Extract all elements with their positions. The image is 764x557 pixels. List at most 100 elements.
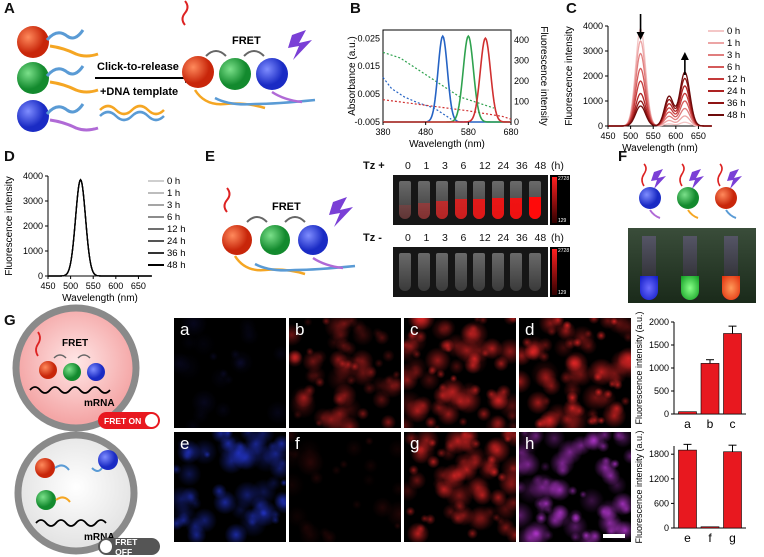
x-tick: 600 (108, 281, 123, 291)
time-label-6: 6 (460, 232, 467, 244)
b-x-tick: 380 (375, 127, 390, 137)
time-label-3: 3 (442, 160, 448, 172)
micrograph-h: h (519, 432, 631, 542)
time-label-36: 36 (516, 232, 528, 244)
tube-0h (399, 181, 411, 219)
emission-series-2 (383, 36, 512, 123)
time-label-0: 0 (405, 160, 411, 172)
y-tick: 0 (38, 271, 43, 281)
spectrum-series-3 (48, 178, 152, 277)
legend-entry-1: 1 h (727, 38, 740, 49)
y-label: Fluorescence intensity (4, 176, 15, 276)
scale-max-plus: 2728 (558, 176, 570, 182)
micrograph-a: a (174, 318, 286, 428)
b-yr-tick: 400 (514, 35, 529, 45)
panel-e-scheme: FRET (222, 187, 356, 276)
bar-e (678, 449, 697, 529)
fret-off-text: FRET OFF (115, 536, 138, 557)
spectrum-series-2 (48, 178, 152, 277)
x-tick: 600 (668, 131, 683, 141)
bar-chart-efg: e f g 1800 1200 600 0 Fluorescence intensity (a… (634, 430, 746, 545)
bar-label-b: b (707, 417, 714, 431)
bar-label-c: c (730, 417, 736, 431)
legend-entry-7: 48 h (167, 260, 186, 271)
time-label-48: 48 (534, 160, 547, 172)
b-yl-tick: -0.005 (354, 117, 380, 127)
y-tick: 2000 (23, 221, 43, 231)
x-tick: 500 (623, 131, 638, 141)
legend-entry-7: 48 h (727, 110, 746, 121)
spectrum-series-3 (608, 67, 712, 127)
bar-y-tick: 0 (664, 409, 669, 419)
spectrum-series-1 (608, 40, 712, 127)
legend-entry-6: 36 h (167, 248, 186, 259)
micrograph-e: e (174, 432, 286, 542)
spectrum-series-2 (608, 52, 712, 127)
legend-entry-0: 0 h (167, 176, 180, 187)
toggle-knob-off (100, 540, 113, 553)
excitation-bolt-icon (288, 30, 312, 60)
b-x-tick: 680 (503, 127, 518, 137)
y-tick: 3000 (23, 196, 43, 206)
micrograph-label-a: a (180, 320, 190, 339)
tz-plus-label: Tz + (363, 160, 385, 172)
absorbance-series-0 (382, 77, 452, 120)
scale-min-minus: 129 (558, 290, 567, 296)
time-row-plus: 0 1 3 6 12 24 36 48 (h) (400, 160, 600, 174)
panel-b-chart: 380 480 580 680 0.025 0.015 0.005 -0.005 400 300 2… (347, 26, 549, 150)
tube-6h (454, 253, 467, 291)
y-tick: 2000 (583, 71, 603, 81)
legend-entry-2: 3 h (167, 200, 180, 211)
tube-24h (491, 253, 504, 291)
legend-entry-4: 12 h (727, 74, 746, 85)
emission-wave-icon (181, 0, 189, 26)
bar-y-tick: 0 (664, 523, 669, 533)
intensity-scale-plus: 2728 129 (550, 175, 570, 225)
spectrum-series-4 (608, 80, 712, 127)
panel-c-chart: 450 500 550 600 650 4000 3000 2000 1000 0 Waveleng… (564, 14, 746, 154)
scale-max-minus: 2728 (558, 248, 570, 254)
bar-f (700, 526, 720, 529)
micrograph-f: f (289, 432, 401, 542)
legend-entry-2: 3 h (727, 50, 740, 61)
spectrum-series-6 (608, 77, 712, 127)
bar-y-tick: 1800 (649, 449, 669, 459)
bar-c (723, 333, 742, 415)
tube-12h (473, 181, 485, 219)
y-tick: 1000 (23, 246, 43, 256)
b-yl-tick: 0.025 (357, 33, 380, 43)
panel-label-c: C (566, 0, 577, 17)
b-yr-tick: 100 (514, 97, 529, 107)
panel-label-e: E (205, 148, 216, 165)
time-label-12: 12 (479, 160, 491, 172)
tube-3h (436, 253, 448, 291)
spectrum-series-1 (48, 178, 152, 277)
tube-1h (417, 181, 430, 219)
tube-0h (399, 253, 411, 291)
x-tick: 550 (86, 281, 101, 291)
tz-minus-label: Tz - (363, 232, 382, 244)
bar-label-a: a (684, 417, 691, 431)
spectrum-series-6 (48, 178, 152, 277)
tube-6h (454, 181, 467, 219)
y-tick: 1000 (583, 96, 603, 106)
absorbance-series-2 (382, 99, 512, 120)
mrna-label-on: mRNA (84, 398, 115, 409)
green-probe-sphere (17, 62, 99, 94)
b-ylabel-right: Fluorescence intensity (538, 26, 549, 126)
spectrum-series-4 (48, 178, 152, 277)
spectrum-series-5 (608, 85, 712, 127)
micrograph-label-c: c (410, 320, 419, 339)
b-xlabel: Wavelength (nm) (409, 139, 485, 150)
b-yr-tick: 300 (514, 56, 529, 66)
fret-off-badge: FRET OFF (98, 536, 160, 557)
click-to-release-label: Click-to-release (97, 61, 179, 73)
intensity-scale-minus: 2728 129 (550, 247, 570, 297)
bar-y-tick: 1000 (649, 363, 669, 373)
micrograph-label-g: g (410, 434, 420, 453)
x-tick: 450 (600, 131, 615, 141)
bar-label-g: g (729, 531, 736, 545)
time-label-0: 0 (405, 232, 411, 244)
bar-y-tick: 600 (654, 498, 669, 508)
spectrum-series-0 (608, 27, 712, 127)
